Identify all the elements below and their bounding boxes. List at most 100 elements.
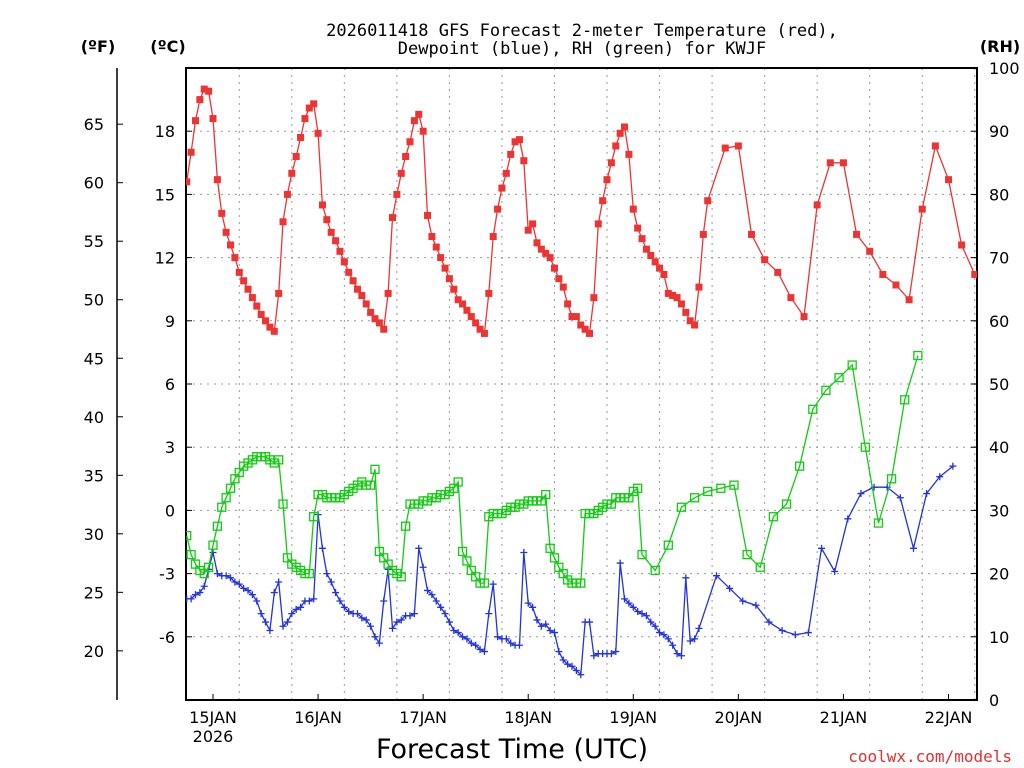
dewpoint-point — [340, 603, 348, 611]
temperature-point — [266, 323, 274, 331]
temperature-point — [231, 254, 239, 262]
rh-point — [203, 562, 214, 572]
temperature-point — [533, 239, 541, 247]
rh-point — [212, 521, 223, 531]
temperature-point — [463, 306, 471, 314]
x-axis-title: Forecast Time (UTC) — [376, 734, 648, 765]
temperature-point — [761, 256, 769, 264]
dewpoint-point — [380, 597, 388, 605]
temperature-point — [590, 294, 598, 302]
temperature-point — [480, 329, 488, 337]
rh-series — [186, 350, 923, 588]
fahrenheit-tick-label: 55 — [84, 232, 104, 251]
temperature-point — [244, 285, 252, 293]
dewpoint-point — [279, 622, 287, 630]
dewpoint-point — [476, 645, 484, 653]
dewpoint-point — [607, 650, 615, 658]
dewpoint-point — [577, 671, 585, 679]
dewpoint-point — [353, 610, 361, 618]
temperature-point — [691, 321, 699, 329]
dewpoint-point — [332, 589, 340, 597]
temperature-point — [459, 300, 467, 308]
rh-point — [834, 373, 844, 383]
rh-tick-label: 90 — [989, 122, 1009, 141]
temperature-point — [410, 117, 418, 125]
celsius-tick-label: 18 — [155, 122, 175, 141]
dewpoint-point — [507, 639, 515, 647]
dewpoint-point — [248, 591, 256, 599]
temperature-point — [682, 308, 690, 316]
dewpoint-point — [367, 622, 375, 630]
rh-point — [541, 489, 551, 500]
dewpoint-point — [936, 473, 944, 481]
dewpoint-point — [831, 567, 839, 575]
dewpoint-point — [642, 612, 650, 620]
rh-point — [576, 578, 586, 588]
temperature-point — [502, 169, 510, 177]
temperature-point — [380, 325, 388, 333]
temperature-point — [467, 313, 475, 321]
temperature-point — [187, 148, 195, 156]
temperature-point — [388, 214, 396, 222]
rh-point — [742, 549, 752, 560]
dewpoint-point — [388, 624, 396, 632]
temperature-point — [336, 247, 344, 255]
dewpoint-point — [262, 618, 270, 626]
rh-point — [663, 540, 673, 550]
temperature-line — [186, 88, 976, 335]
temperature-point — [524, 226, 532, 234]
temperature-point — [292, 152, 300, 160]
temperature-point — [428, 233, 436, 241]
temperature-point — [375, 319, 383, 327]
dewpoint-point — [664, 635, 672, 643]
rh-point — [808, 404, 818, 414]
dewpoint-point — [467, 639, 475, 647]
dewpoint-point — [327, 578, 335, 586]
dewpoint-point — [419, 563, 427, 571]
rh-point — [400, 521, 411, 531]
rh-tick-label: 50 — [989, 375, 1009, 394]
temperature-point — [424, 211, 432, 219]
temperature-point — [340, 258, 348, 266]
temperature-point — [564, 300, 572, 308]
temperature-point — [213, 176, 221, 184]
dewpoint-point — [818, 544, 826, 552]
fahrenheit-tick-label: 45 — [84, 349, 104, 368]
dewpoint-point — [586, 618, 594, 626]
temperature-point — [568, 313, 576, 321]
celsius-tick-label: 12 — [155, 249, 175, 268]
temperature-point — [498, 184, 506, 192]
celsius-tick-label: -3 — [159, 565, 175, 584]
temperature-point — [200, 85, 208, 93]
dewpoint-point — [625, 599, 633, 607]
temperature-point — [581, 325, 589, 333]
temperature-point — [218, 209, 226, 217]
x-tick-label: 18JAN — [504, 708, 552, 727]
temperature-point — [310, 100, 318, 108]
dewpoint-point — [634, 608, 642, 616]
temperature-point — [253, 302, 261, 310]
temperature-point — [257, 310, 265, 318]
x-tick-label: 20JAN — [714, 708, 762, 727]
temperature-point — [656, 264, 664, 272]
dewpoint-point — [804, 629, 812, 637]
rh-tick-label: 30 — [989, 501, 1009, 520]
rh-tick-label: 60 — [989, 312, 1009, 331]
temperature-point — [393, 190, 401, 198]
rh-point — [457, 546, 468, 557]
temperature-point — [406, 138, 414, 146]
rh-point — [186, 531, 192, 541]
x-tick-label: 21JAN — [820, 708, 868, 727]
dewpoint-point — [375, 639, 383, 647]
dewpoint-point — [406, 612, 414, 620]
rh-point — [309, 512, 319, 522]
temperature-point — [301, 115, 309, 123]
temperature-point — [866, 247, 874, 255]
dewpoint-point — [546, 626, 554, 634]
temperature-point — [494, 205, 502, 213]
temperature-point — [747, 230, 755, 238]
celsius-tick-label: 6 — [165, 375, 175, 394]
celsius-tick-label: 15 — [155, 185, 175, 204]
temperature-point — [205, 87, 213, 95]
